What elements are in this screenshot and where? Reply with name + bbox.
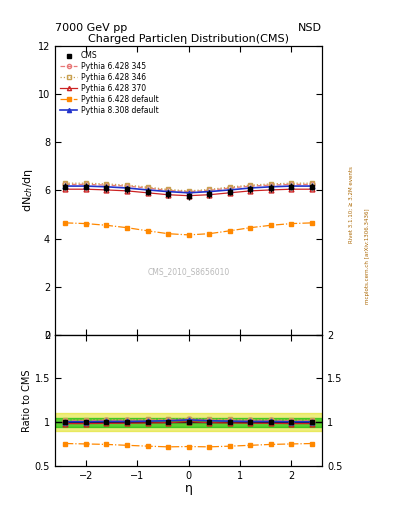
Y-axis label: Ratio to CMS: Ratio to CMS: [22, 369, 32, 432]
Text: mcplots.cern.ch [arXiv:1306.3436]: mcplots.cern.ch [arXiv:1306.3436]: [365, 208, 370, 304]
Text: Rivet 3.1.10; ≥ 3.2M events: Rivet 3.1.10; ≥ 3.2M events: [349, 166, 354, 243]
Y-axis label: dN$_{ch}$/dη: dN$_{ch}$/dη: [21, 168, 35, 212]
Text: NSD: NSD: [298, 23, 322, 33]
Title: Charged Particleη Distribution(CMS): Charged Particleη Distribution(CMS): [88, 34, 289, 44]
Text: 7000 GeV pp: 7000 GeV pp: [55, 23, 127, 33]
X-axis label: η: η: [185, 482, 193, 495]
Text: CMS_2010_S8656010: CMS_2010_S8656010: [147, 267, 230, 276]
Bar: [55, 418, 322, 426]
Bar: [55, 413, 322, 431]
Legend: CMS, Pythia 6.428 345, Pythia 6.428 346, Pythia 6.428 370, Pythia 6.428 default,: CMS, Pythia 6.428 345, Pythia 6.428 346,…: [59, 50, 160, 117]
